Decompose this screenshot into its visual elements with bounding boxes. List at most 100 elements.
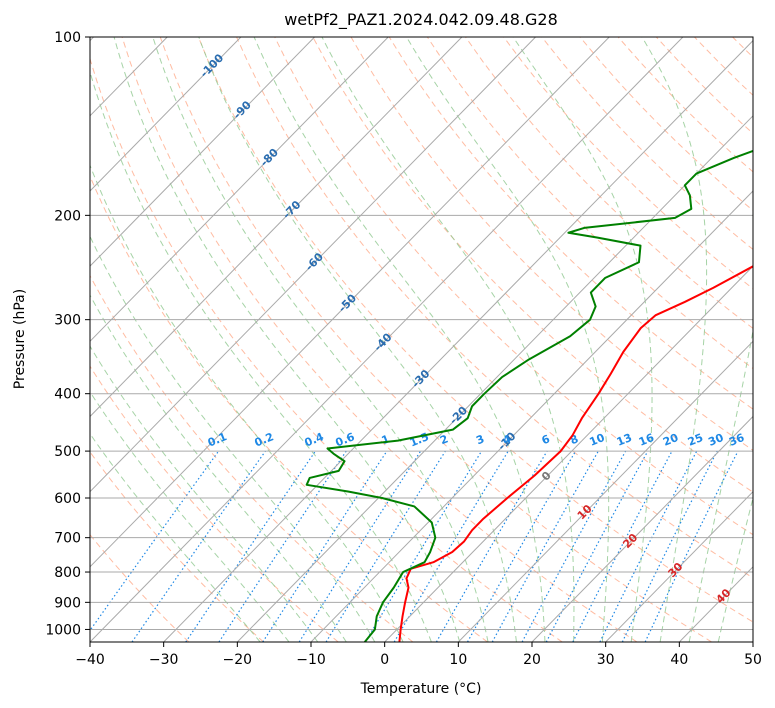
sounding-profiles [305, 149, 753, 642]
mixing-ratio-labels: 0.1 0.2 0.4 0.6 1 1.5 2 3 4 6 8 10 13 16 20 25 30 36 [206, 430, 747, 449]
y-tick-label: 100 [54, 30, 81, 46]
mixing-ratio-line [521, 450, 627, 642]
dry-adiabat [90, 365, 339, 642]
dry-adiabat [90, 274, 414, 642]
isotherm-line [531, 415, 753, 642]
dry-adiabat [771, 37, 775, 642]
mixing-ratio-line [298, 450, 422, 642]
moist-adiabat [90, 432, 261, 642]
isotherm-line [90, 37, 242, 192]
dry-adiabat [388, 37, 753, 410]
plot-frame [89, 36, 754, 643]
mixing-ratio-label: 2 [438, 432, 450, 447]
isotherm-line [605, 490, 753, 642]
y-tick-label: 900 [54, 595, 81, 611]
dry-adiabat [90, 533, 190, 642]
moist-adiabat [90, 70, 432, 642]
moist-adiabat [406, 37, 610, 642]
mixing-ratio-line [572, 450, 673, 642]
mixing-ratio-line [599, 450, 698, 642]
mixing-ratio-label: 0.2 [253, 430, 276, 449]
x-tick-label: 40 [670, 652, 688, 668]
mixing-ratio-line [364, 450, 483, 642]
x-tick-label: 10 [449, 652, 467, 668]
mixing-ratio-line [325, 450, 446, 642]
isotherm-line [236, 115, 753, 642]
x-tick-label: −20 [223, 652, 253, 668]
y-axis: 100 200 300 400 500 600 700 800 900 1000 [45, 30, 90, 638]
mixing-ratio-label: 16 [637, 431, 656, 449]
x-tick-label: 20 [523, 652, 541, 668]
mixing-ratio-label: 0.1 [206, 430, 229, 449]
isotherm-line [90, 37, 684, 642]
x-tick-label: 0 [380, 652, 389, 668]
x-tick-label: 50 [744, 652, 762, 668]
temperature-profile [398, 265, 753, 642]
isotherm-line [310, 190, 753, 642]
mixing-ratio-line [466, 450, 577, 642]
mixing-ratio-label: 8 [568, 432, 580, 447]
background-lines [90, 37, 775, 642]
dry-adiabat [197, 37, 753, 623]
isotherm-line [90, 37, 536, 493]
moist-adiabat [512, 37, 653, 642]
mixing-ratio-label: 1.5 [408, 430, 431, 449]
y-tick-label: 1000 [45, 622, 81, 638]
moist-adiabat [90, 345, 319, 642]
moist-adiabat [90, 164, 404, 642]
mixing-ratio-label: 10 [587, 431, 606, 449]
isotherm-line [457, 340, 753, 642]
y-axis-title: Pressure (hPa) [12, 289, 28, 389]
mixing-ratio-label: 36 [727, 431, 746, 449]
mixing-ratio-line [393, 450, 509, 642]
mixing-ratio-label: 13 [615, 431, 634, 449]
isotherm-line [90, 37, 610, 568]
mixing-ratio-label: 6 [540, 432, 552, 447]
dry-adiabat [732, 37, 753, 58]
dry-adiabat [655, 37, 753, 135]
moist-adiabat [198, 37, 517, 642]
x-axis: −40 −30 −20 −10 0 10 20 30 40 50 [75, 642, 762, 668]
mixing-ratio-label: 20 [661, 431, 680, 449]
x-tick-label: 30 [597, 652, 615, 668]
x-tick-label: −40 [75, 652, 105, 668]
dry-adiabat [121, 37, 638, 642]
moist-adiabat [321, 37, 575, 642]
moist-adiabat [90, 294, 347, 642]
mixing-ratio-label: 1 [380, 432, 392, 447]
y-tick-label: 500 [54, 444, 81, 460]
y-tick-label: 400 [54, 387, 81, 403]
moist-adiabat [641, 37, 708, 642]
mixing-ratio-line [185, 450, 316, 642]
mixing-ratio-line [131, 450, 266, 642]
isotherm-line [90, 37, 463, 418]
isotherm-line [163, 39, 753, 642]
y-tick-label: 200 [54, 208, 81, 224]
y-tick-label: 800 [54, 565, 81, 581]
dry-adiabat [90, 56, 563, 642]
dry-adiabat [694, 37, 753, 96]
dry-adiabat [426, 37, 753, 370]
y-tick-label: 600 [54, 491, 81, 507]
mixing-ratio-label: 3 [474, 432, 486, 447]
moist-adiabat [152, 37, 489, 642]
mixing-ratio-line [545, 450, 649, 642]
x-tick-label: −30 [149, 652, 179, 668]
y-tick-label: 700 [54, 531, 81, 547]
dewpoint-profile [305, 149, 753, 642]
moist-adiabat [113, 37, 461, 642]
dry-adiabat [312, 37, 753, 493]
isotherm-line [752, 641, 753, 642]
dry-adiabat [236, 37, 753, 579]
dry-adiabat [159, 37, 712, 642]
mixing-ratio-line [90, 450, 220, 632]
moist-adiabat [253, 37, 546, 642]
dry-adiabat [90, 174, 488, 642]
moist-adiabat [688, 328, 753, 642]
x-axis-title: Temperature (°C) [360, 681, 482, 697]
moist-adiabat [90, 235, 376, 642]
isotherm-line [678, 566, 753, 642]
dry-adiabat [350, 37, 753, 451]
